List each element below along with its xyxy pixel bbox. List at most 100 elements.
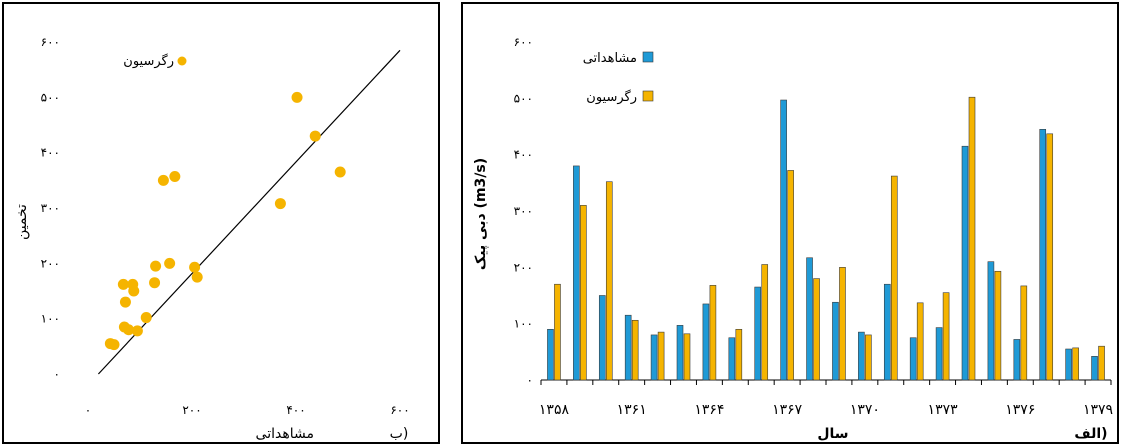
bar-observed [935,327,943,381]
scatter-point [291,91,303,103]
y-tick-label: ۳۰۰ [514,204,533,218]
bar-observed [883,283,891,381]
bar-observed [806,257,813,381]
panel-label: الف) [1074,426,1107,442]
bar-regression [683,333,691,381]
bar-observed [547,328,554,381]
y-tick-label: ۱۰۰ [41,312,60,326]
legend-label-regression: رگرسیون [123,53,174,69]
x-tick-label: ۱۳۶۴ [694,402,724,418]
y-tick-label: ۰ [54,367,60,381]
x-tick-label: ۲۰۰ [182,403,201,417]
scatter-point [274,198,286,210]
bar-observed [1013,339,1021,381]
scatter-point [164,257,176,269]
bar-regression [787,170,794,381]
x-tick-label: ۶۰۰ [390,403,409,417]
bar-regression [813,278,820,381]
y-tick-label: ۴۰۰ [514,148,533,162]
scatter-point [157,174,169,186]
bar-regression [1098,345,1105,381]
x-tick-label: ۱۳۶۷ [772,402,803,418]
y-tick-label: ۰ [527,373,533,387]
bar-regression [657,331,665,381]
scatter-point [149,277,161,289]
bar-observed [1091,356,1098,381]
scatter-point [108,339,120,351]
y-tick-label: ۵۰۰ [41,90,60,104]
y-tick-label: ۴۰۰ [41,146,60,160]
scatter-point [309,130,321,142]
y-tick-label: ۶۰۰ [41,35,60,49]
bar-regression [631,319,639,381]
y-tick-label: ۶۰۰ [514,35,533,49]
scatter-point [150,260,162,272]
y-tick-label: ۲۰۰ [514,260,533,274]
bar-regression [865,334,872,381]
legend-marker-observed [642,51,654,63]
y-tick-label: ۵۰۰ [514,91,533,105]
bar-regression [994,270,1002,381]
scatter-point [189,261,201,273]
x-tick-label: ۴۰۰ [286,403,305,417]
bar-regression [839,267,846,381]
bar-regression [942,292,950,381]
scatter-point [119,296,131,308]
x-tick-label: ۰ [85,403,91,417]
y-tick-label: ۱۰۰ [514,317,533,331]
bar-observed [728,337,736,381]
bar-regression [1072,347,1079,381]
bar-regression [709,285,717,381]
y-tick-label: ۲۰۰ [41,256,60,270]
scatter-point [117,278,129,290]
bar-observed [961,145,969,381]
bar-regression [735,328,743,381]
bar-regression [890,175,898,381]
bar-observed [1039,129,1047,381]
bar-regression [916,302,924,381]
bar-observed [702,303,710,381]
bar-regression [580,205,587,381]
one-to-one-line [97,49,401,375]
bar-observed [909,337,917,381]
scatter-panel: ۰ ۱۰۰ ۲۰۰ ۳۰۰ ۴۰۰ ۵۰۰ ۶۰۰ ۰ ۲۰۰ ۴۰۰ ۶۰۰ رگرسیون مشاه… [2,2,440,444]
x-tick-label: ۱۳۶۱ [617,402,647,418]
y-axis-title: دبی پیک (m3/s) [473,158,489,270]
bar-regression [968,96,976,381]
bar-observed [987,261,995,381]
y-tick-label: ۳۰۰ [41,201,60,215]
scatter-point [191,271,203,283]
x-tick-label: ۱۳۵۸ [539,402,570,418]
y-axis-title: تخمین [14,204,30,240]
legend-label-regression: رگرسیون [586,89,637,105]
bar-regression [1046,133,1054,381]
x-tick-label: ۱۳۷۳ [928,402,959,418]
bar-chart: ۰ ۱۰۰ ۲۰۰ ۳۰۰ ۴۰۰ ۵۰۰ ۶۰۰ ۱۳۵۸ ۱۳۶۱ ۱۳۶۴ ۱۳۶۷ ۱۳۷۰ ۱… [473,35,1113,442]
legend-marker-regression [177,56,187,66]
bar-observed [573,165,580,381]
bar-observed [598,295,606,381]
legend-marker-regression [642,90,654,102]
scatter-point [334,166,346,178]
bar-observed [780,99,787,381]
bar-regression [761,264,769,381]
scatter-chart: ۰ ۱۰۰ ۲۰۰ ۳۰۰ ۴۰۰ ۵۰۰ ۶۰۰ ۰ ۲۰۰ ۴۰۰ ۶۰۰ رگرسیون مشاه… [14,35,410,442]
scatter-point [128,285,140,297]
bar-panel: ۰ ۱۰۰ ۲۰۰ ۳۰۰ ۴۰۰ ۵۰۰ ۶۰۰ ۱۳۵۸ ۱۳۶۱ ۱۳۶۴ ۱۳۶۷ ۱۳۷۰ ۱… [461,2,1119,444]
bar-observed [624,314,632,381]
x-axis-title: سال [817,426,848,442]
bar-regression [554,283,561,381]
panel-label: ب) [390,426,409,442]
bar-observed [1065,348,1072,381]
bar-observed [858,331,865,381]
scatter-point [131,325,143,337]
x-tick-label: ۱۳۷۰ [850,402,880,418]
scatter-point [169,170,181,182]
x-axis-title: مشاهداتی [256,426,314,442]
x-tick-label: ۱۳۷۶ [1005,402,1035,418]
bar-observed [650,334,658,381]
scatter-point [140,312,152,324]
scatter-point [123,324,135,336]
bar-regression [1020,285,1028,381]
bar-observed [754,286,762,381]
